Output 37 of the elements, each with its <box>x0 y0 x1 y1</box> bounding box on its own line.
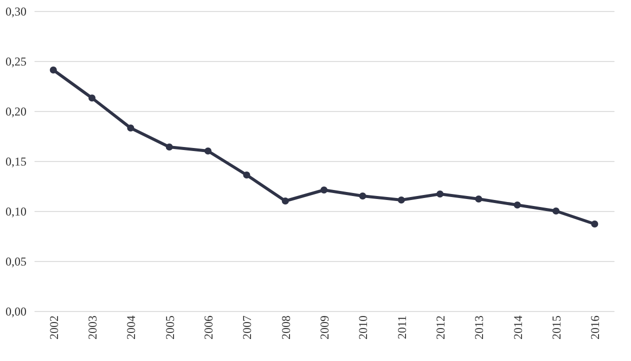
point <box>514 201 521 209</box>
point <box>282 197 289 205</box>
y-tick-label: 0,05 <box>6 254 26 268</box>
x-tick-label: 2013 <box>472 316 486 340</box>
point <box>475 195 482 203</box>
x-tick-label: 2005 <box>162 316 177 340</box>
x-tick-label: 2011 <box>394 316 409 340</box>
x-tick-label: 2012 <box>434 316 448 340</box>
y-tick-label: 0,10 <box>6 204 26 218</box>
point <box>127 124 134 132</box>
y-tick-label: 0,25 <box>6 54 26 68</box>
point <box>359 192 366 200</box>
y-tick-label: 0,15 <box>6 154 26 168</box>
x-tick-label: 2007 <box>240 316 254 340</box>
x-tick-label: 2016 <box>588 316 602 340</box>
x-tick-label: 2003 <box>86 316 100 340</box>
point <box>320 186 328 194</box>
point <box>552 207 560 215</box>
x-tick-label: 2004 <box>124 316 138 340</box>
y-tick-label: 0,20 <box>6 104 26 118</box>
x-tick-label: 2010 <box>356 316 370 340</box>
point <box>436 190 444 198</box>
point <box>166 143 173 151</box>
point <box>88 94 96 102</box>
x-tick-label: 2009 <box>318 316 332 340</box>
x-tick-label: 2008 <box>278 316 293 340</box>
x-tick-label: 2002 <box>46 316 61 340</box>
point <box>204 147 212 155</box>
x-tick-label: 2014 <box>510 316 525 340</box>
point <box>591 220 598 228</box>
y-tick-label: 0,00 <box>6 304 26 318</box>
x-tick-label: 2015 <box>550 316 564 340</box>
x-tick-label: 2006 <box>202 316 216 340</box>
point <box>50 66 57 74</box>
point <box>243 171 250 179</box>
y-tick-label: 0,30 <box>6 4 26 18</box>
point <box>398 196 405 204</box>
